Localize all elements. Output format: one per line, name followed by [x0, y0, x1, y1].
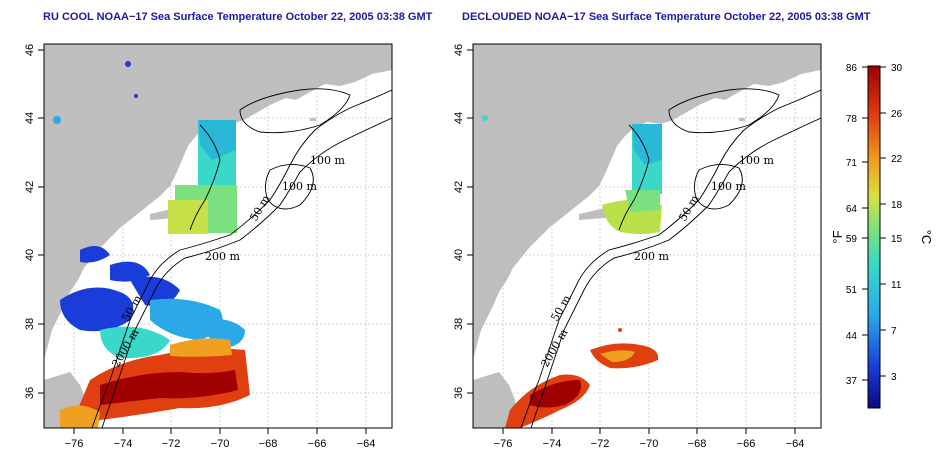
colorbar-f-tick-59: 59	[846, 234, 858, 245]
colorbar-c-tick-3: 3	[891, 372, 897, 383]
right-y-tick-46: 46	[453, 44, 465, 56]
right-y-tick-36: 36	[453, 387, 465, 399]
left-map-panel: 100 m 100 m 50 m 200 m 50 m 2000 m 46 44…	[24, 43, 393, 450]
colorbar-c-tick-7: 7	[891, 326, 897, 337]
colorbar-f-tick-44: 44	[846, 331, 858, 342]
left-y-tick-38: 38	[24, 318, 36, 330]
right-x-tick-64: −64	[786, 438, 805, 450]
right-sable-island	[739, 118, 745, 121]
left-x-tick-66: −66	[308, 438, 327, 450]
right-x-tick-72: −72	[591, 438, 610, 450]
colorbar-f-tick-78: 78	[846, 114, 858, 125]
right-contour-label-100m-a: 100 m	[739, 154, 774, 167]
colorbar-ticks	[862, 66, 886, 381]
temperature-colorbar: 86 78 71 64 59 51 44 37 30 26 22 18 15 1…	[830, 63, 934, 409]
colorbar-scale	[867, 65, 881, 409]
right-y-tick-40: 40	[453, 249, 465, 261]
colorbar-c-tick-15: 15	[891, 234, 903, 245]
right-contour-label-200m: 200 m	[634, 250, 669, 263]
colorbar-c-tick-18: 18	[891, 200, 903, 211]
left-x-tick-64: −64	[357, 438, 376, 450]
right-panel-title: DECLOUDED NOAA−17 Sea Surface Temperatur…	[462, 11, 871, 23]
left-y-tick-42: 42	[24, 181, 36, 193]
left-sable-island	[310, 118, 316, 121]
left-axis-ticks	[38, 49, 367, 434]
right-land-mass	[473, 44, 821, 360]
right-x-tick-66: −66	[737, 438, 756, 450]
colorbar-f-tick-71: 71	[846, 158, 858, 169]
left-x-tick-70: −70	[211, 438, 230, 450]
left-x-tick-72: −72	[162, 438, 181, 450]
colorbar-fahrenheit-unit: °F	[830, 230, 845, 243]
left-y-tick-36: 36	[24, 387, 36, 399]
colorbar-f-tick-51: 51	[846, 285, 858, 296]
left-y-tick-40: 40	[24, 249, 36, 261]
colorbar-c-tick-30: 30	[891, 63, 903, 74]
colorbar-celsius-unit: °C	[919, 230, 934, 245]
right-bathymetry-contours	[520, 88, 821, 428]
right-x-tick-70: −70	[640, 438, 659, 450]
right-map-frame	[472, 43, 822, 429]
colorbar-f-tick-37: 37	[846, 376, 858, 387]
colorbar-f-tick-64: 64	[846, 204, 858, 215]
left-panel-title: RU COOL NOAA−17 Sea Surface Temperature …	[43, 11, 433, 23]
right-sst-data	[482, 115, 662, 428]
right-x-tick-68: −68	[688, 438, 707, 450]
colorbar-c-tick-11: 11	[891, 280, 902, 291]
colorbar-c-tick-26: 26	[891, 109, 903, 120]
left-sst-data	[53, 61, 250, 428]
left-contour-label-100m-b: 100 m	[282, 180, 317, 193]
right-axis-ticks	[467, 49, 796, 434]
right-y-tick-44: 44	[453, 112, 465, 124]
colorbar-f-tick-86: 86	[846, 63, 858, 74]
left-y-tick-46: 46	[24, 44, 36, 56]
right-map-panel: 100 m 100 m 50 m 200 m 50 m 2000 m 46 44…	[453, 43, 822, 450]
right-contour-label-100m-b: 100 m	[711, 180, 746, 193]
colorbar-c-tick-22: 22	[891, 154, 903, 165]
right-x-tick-76: −76	[494, 438, 513, 450]
left-y-tick-44: 44	[24, 112, 36, 124]
left-x-tick-76: −76	[65, 438, 84, 450]
left-contour-label-100m-a: 100 m	[310, 154, 345, 167]
left-land-mass	[44, 44, 392, 360]
left-x-tick-74: −74	[114, 438, 133, 450]
left-map-frame	[43, 43, 393, 429]
right-x-tick-74: −74	[543, 438, 562, 450]
right-y-tick-38: 38	[453, 318, 465, 330]
left-contour-label-200m: 200 m	[205, 250, 240, 263]
left-x-tick-68: −68	[259, 438, 278, 450]
right-land-chesapeake	[473, 372, 519, 428]
right-y-tick-42: 42	[453, 181, 465, 193]
left-bathymetry-contours	[91, 88, 392, 428]
